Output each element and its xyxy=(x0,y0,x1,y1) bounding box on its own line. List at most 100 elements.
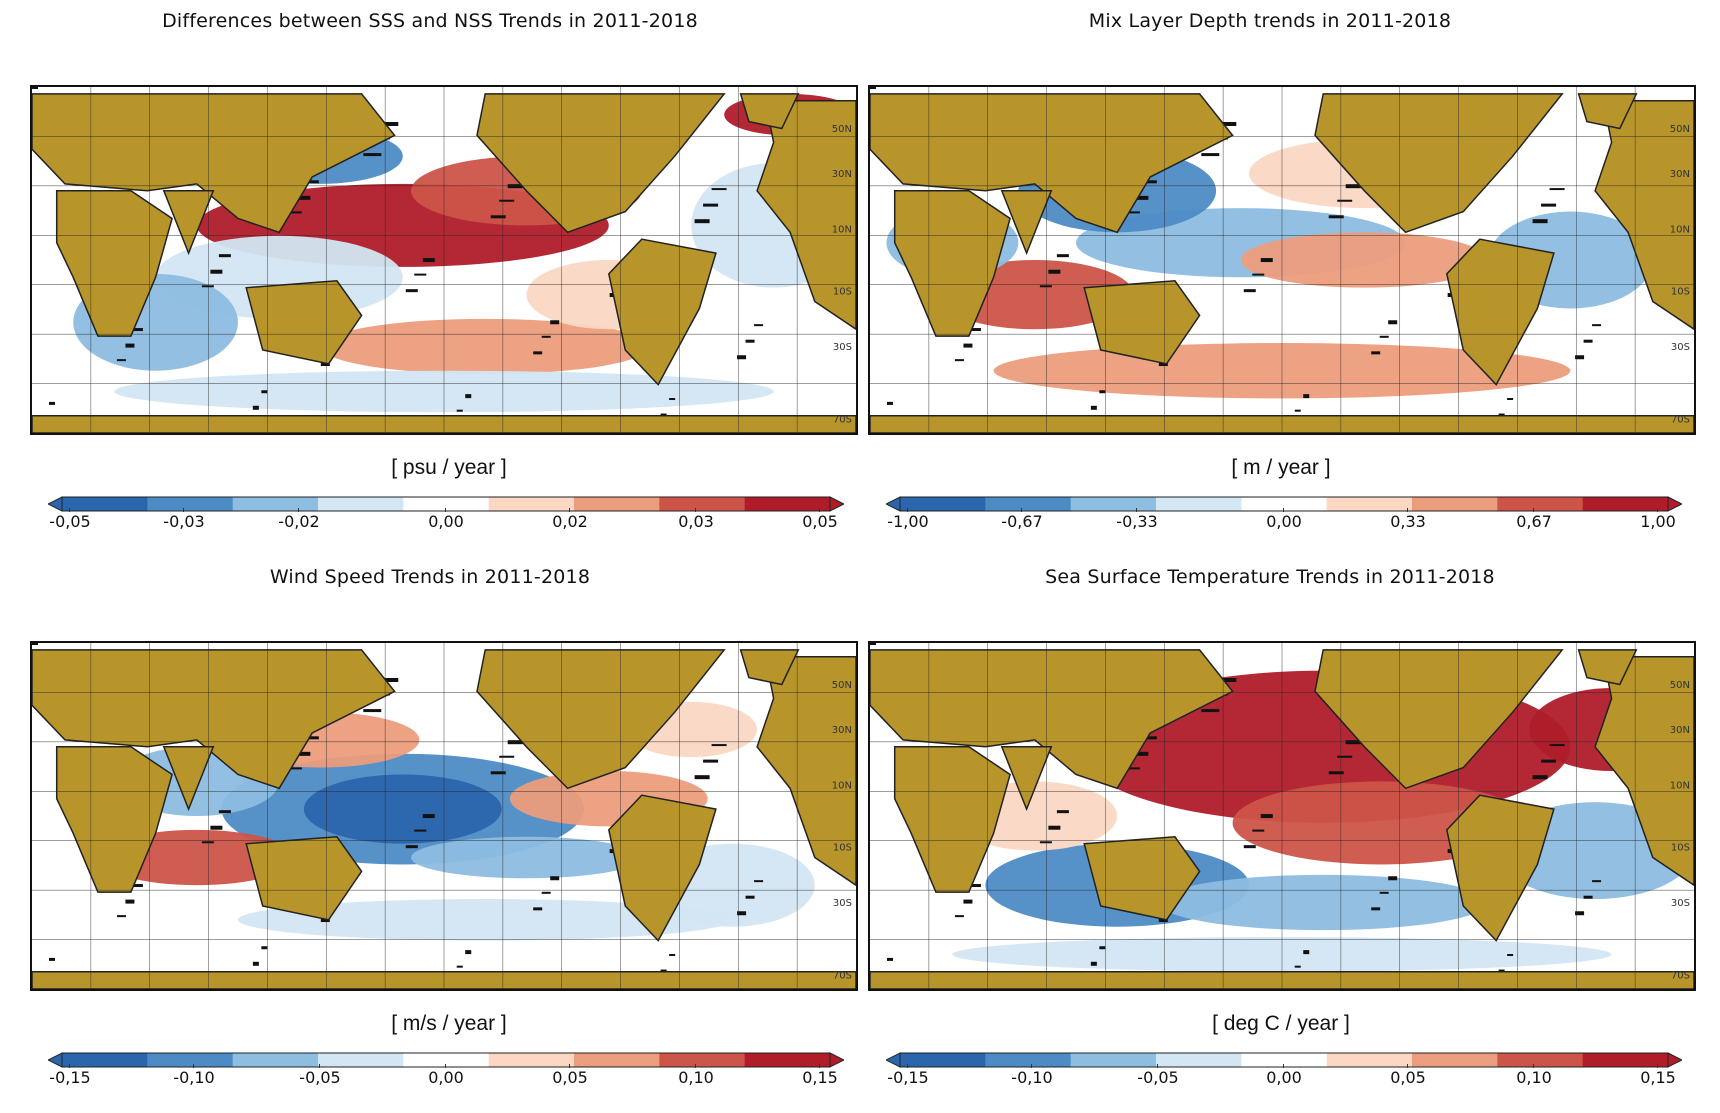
latitude-label: 10S xyxy=(833,843,852,854)
insignificant-speck xyxy=(1541,759,1557,763)
colorbar-swatch xyxy=(1497,1053,1584,1067)
insignificant-speck xyxy=(1099,946,1106,950)
insignificant-speck xyxy=(456,409,463,412)
insignificant-speck xyxy=(1252,829,1265,832)
colorbar-frame xyxy=(899,1052,1669,1068)
latitude-label: 10S xyxy=(1671,287,1690,298)
insignificant-speck xyxy=(533,907,543,911)
colorbar-swatch xyxy=(1412,1053,1498,1067)
insignificant-speck xyxy=(541,891,551,894)
insignificant-speck xyxy=(1507,398,1514,401)
colorbar xyxy=(886,1050,1682,1070)
insignificant-speck xyxy=(954,915,964,918)
insignificant-speck xyxy=(1379,891,1389,894)
colorbar-frame xyxy=(899,496,1669,512)
colorbar-arrow-high xyxy=(1667,1052,1682,1068)
land-mass xyxy=(756,100,856,331)
latitude-label: 30N xyxy=(832,169,852,180)
tick-label: -0,67 xyxy=(977,508,1067,531)
colorbar-swatch xyxy=(900,497,986,511)
panel-title: Differences between SSS and NSS Trends i… xyxy=(162,10,698,32)
insignificant-speck xyxy=(405,289,418,293)
colorbar-swatch xyxy=(62,1053,148,1067)
colorbar-unit: [ m/s / year ] xyxy=(391,1012,507,1035)
colorbar-swatch xyxy=(900,1053,986,1067)
latitude-label: 50N xyxy=(1670,124,1690,135)
insignificant-speck xyxy=(1141,180,1157,184)
colorbar-ticks: -0,05 -0,03 -0,02 0,00 0,02 0,03 0,05 xyxy=(48,508,844,534)
insignificant-speck xyxy=(1388,876,1398,881)
insignificant-speck xyxy=(1328,771,1344,775)
land-mass xyxy=(1083,280,1201,365)
insignificant-speck xyxy=(465,394,472,399)
insignificant-speck xyxy=(1201,153,1220,157)
insignificant-speck xyxy=(1099,390,1106,394)
tick-label: -0,03 xyxy=(139,508,229,531)
insignificant-speck xyxy=(201,285,214,288)
latitude-label: 70S xyxy=(833,971,852,982)
insignificant-speck xyxy=(252,961,259,966)
insignificant-speck xyxy=(1583,339,1593,343)
latitude-label: 10N xyxy=(832,224,852,235)
insignificant-speck xyxy=(1328,215,1344,219)
insignificant-speck xyxy=(201,841,214,844)
insignificant-speck xyxy=(125,899,135,904)
tick-label: -0,15 xyxy=(25,1064,115,1087)
tick-label: -1,00 xyxy=(863,508,953,531)
tick-label: -0,10 xyxy=(149,1064,239,1087)
insignificant-speck xyxy=(1090,961,1097,966)
colorbar-swatch xyxy=(1582,1053,1669,1067)
insignificant-speck xyxy=(1141,736,1157,740)
insignificant-speck xyxy=(414,829,427,832)
insignificant-speck xyxy=(295,195,311,200)
land-mass xyxy=(1083,836,1201,921)
colorbar-swatch xyxy=(1412,497,1498,511)
tick-label: 0,15 xyxy=(1613,1064,1703,1087)
insignificant-speck xyxy=(363,153,382,157)
panel-wind-trends: Wind Speed Trends in 2011-2018 50N 30N 10N… xyxy=(0,556,860,1112)
colorbar-arrow-low xyxy=(48,1052,63,1068)
insignificant-speck xyxy=(1124,211,1140,214)
tick-label: 0,02 xyxy=(525,508,615,531)
insignificant-speck xyxy=(963,343,973,348)
colorbar-svg xyxy=(886,496,1682,512)
land-mass xyxy=(756,656,856,887)
colorbar-arrow-high xyxy=(1667,496,1682,512)
colorbar-swatch xyxy=(403,497,490,511)
colorbar-svg xyxy=(886,1052,1682,1068)
land-mass xyxy=(162,746,215,812)
insignificant-speck xyxy=(971,884,981,888)
colorbar-swatch xyxy=(488,497,575,511)
insignificant-speck xyxy=(116,359,126,362)
land-mass xyxy=(1577,649,1638,686)
tick-label: 0,33 xyxy=(1363,508,1453,531)
colorbar-swatch xyxy=(1070,1053,1157,1067)
insignificant-speck xyxy=(405,845,418,849)
insignificant-speck xyxy=(499,755,515,758)
insignificant-speck xyxy=(1532,775,1548,780)
land-mass xyxy=(245,836,363,921)
colorbar-ticks: -1,00 -0,67 -0,33 0,00 0,33 0,67 1,00 xyxy=(886,508,1682,534)
insignificant-speck xyxy=(499,199,515,202)
land-mass xyxy=(870,93,1234,234)
colorbar-swatch xyxy=(1497,497,1584,511)
map-svg: 50N 30N 10N 10S 30S 70S xyxy=(32,87,856,433)
map-sss: 50N 30N 10N 10S 30S 70S xyxy=(30,85,858,435)
insignificant-speck xyxy=(1243,289,1256,293)
land-mass xyxy=(32,93,396,234)
colorbar-swatch xyxy=(1156,1053,1242,1067)
land-mass xyxy=(1445,794,1555,942)
land-mass xyxy=(607,238,717,386)
insignificant-speck xyxy=(1345,184,1361,189)
colorbar-swatch xyxy=(488,1053,575,1067)
insignificant-speck xyxy=(971,328,981,332)
insignificant-speck xyxy=(669,954,676,957)
insignificant-speck xyxy=(1575,355,1585,360)
insignificant-speck xyxy=(703,203,719,207)
tick-label: 0,00 xyxy=(401,508,491,531)
insignificant-speck xyxy=(1549,744,1565,747)
colorbar-swatch xyxy=(232,497,319,511)
insignificant-speck xyxy=(1303,394,1310,399)
insignificant-speck xyxy=(1090,405,1097,410)
latitude-label: 30N xyxy=(1670,725,1690,736)
